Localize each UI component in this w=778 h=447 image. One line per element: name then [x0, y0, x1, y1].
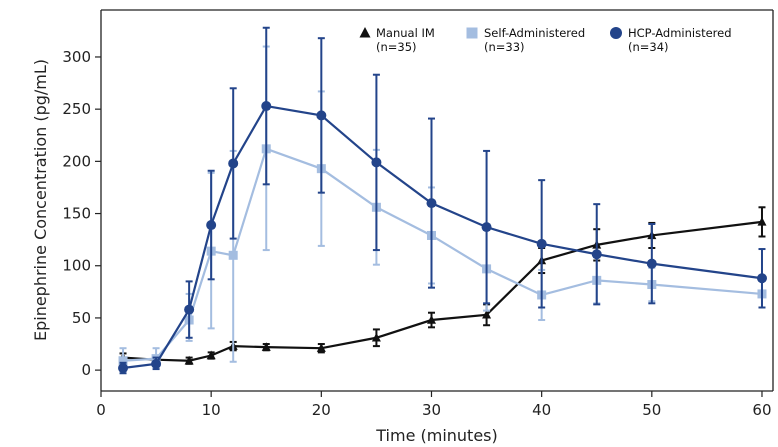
- data-point: [646, 258, 657, 269]
- y-tick-label: 300: [62, 48, 91, 66]
- legend: Manual IM(n=35) Self-Administered(n=33) HC…: [359, 26, 732, 54]
- data-point: [228, 250, 238, 260]
- data-point: [591, 249, 602, 260]
- data-point: [316, 343, 326, 352]
- data-point: [756, 273, 767, 284]
- series-line: [122, 147, 763, 362]
- x-tick-label: 30: [422, 401, 441, 419]
- legend-n: (n=34): [628, 40, 669, 54]
- legend-item: Manual IM(n=35): [359, 26, 435, 54]
- data-point: [757, 216, 767, 226]
- data-point: [261, 101, 272, 112]
- legend-label: HCP-Administered: [628, 26, 732, 40]
- series-hcp-administered: [118, 26, 767, 375]
- x-tick-label: 60: [752, 401, 771, 419]
- x-tick-label: 20: [312, 401, 331, 419]
- data-point: [184, 304, 195, 315]
- legend-marker: [610, 27, 622, 39]
- y-tick-label: 100: [62, 257, 91, 275]
- data-point: [536, 238, 547, 249]
- series-layer: [118, 26, 767, 375]
- legend-item: Self-Administered(n=33): [466, 26, 585, 54]
- legend-marker: [359, 26, 371, 38]
- series-line: [122, 220, 763, 362]
- legend-n: (n=35): [376, 40, 417, 54]
- legend-marker: [466, 27, 478, 39]
- x-tick-label: 40: [532, 401, 551, 419]
- data-point: [481, 222, 492, 233]
- y-tick-label: 0: [81, 361, 91, 379]
- y-tick-label: 250: [62, 100, 91, 118]
- data-point: [316, 110, 327, 121]
- data-point: [426, 198, 437, 209]
- data-point: [151, 358, 162, 369]
- ticks: 0 10 20 30 40 50 60 0 50 100 150 200 250 300: [62, 48, 771, 419]
- x-tick-label: 10: [202, 401, 221, 419]
- data-point: [118, 363, 129, 374]
- data-point: [206, 220, 217, 231]
- y-tick-label: 50: [72, 309, 91, 327]
- data-point: [118, 356, 128, 366]
- data-point: [426, 315, 436, 324]
- data-point: [371, 332, 381, 342]
- legend-item: HCP-Administered(n=34): [610, 26, 732, 54]
- data-point: [482, 309, 492, 319]
- data-point: [206, 350, 216, 360]
- y-tick-label: 200: [62, 152, 91, 170]
- y-tick-label: 150: [62, 205, 91, 223]
- legend-label: Manual IM: [376, 26, 435, 40]
- data-point: [184, 355, 194, 365]
- data-point: [261, 342, 271, 351]
- data-point: [228, 158, 239, 169]
- x-axis-label: Time (minutes): [375, 426, 498, 445]
- series-line: [122, 104, 763, 370]
- legend-label: Self-Administered: [484, 26, 585, 40]
- axes: [100, 9, 774, 392]
- data-point: [371, 157, 382, 168]
- legend-n: (n=33): [484, 40, 525, 54]
- y-axis-label: Epinephrine Concentration (pg/mL): [31, 59, 50, 341]
- x-tick-label: 0: [96, 401, 106, 419]
- x-tick-label: 50: [642, 401, 661, 419]
